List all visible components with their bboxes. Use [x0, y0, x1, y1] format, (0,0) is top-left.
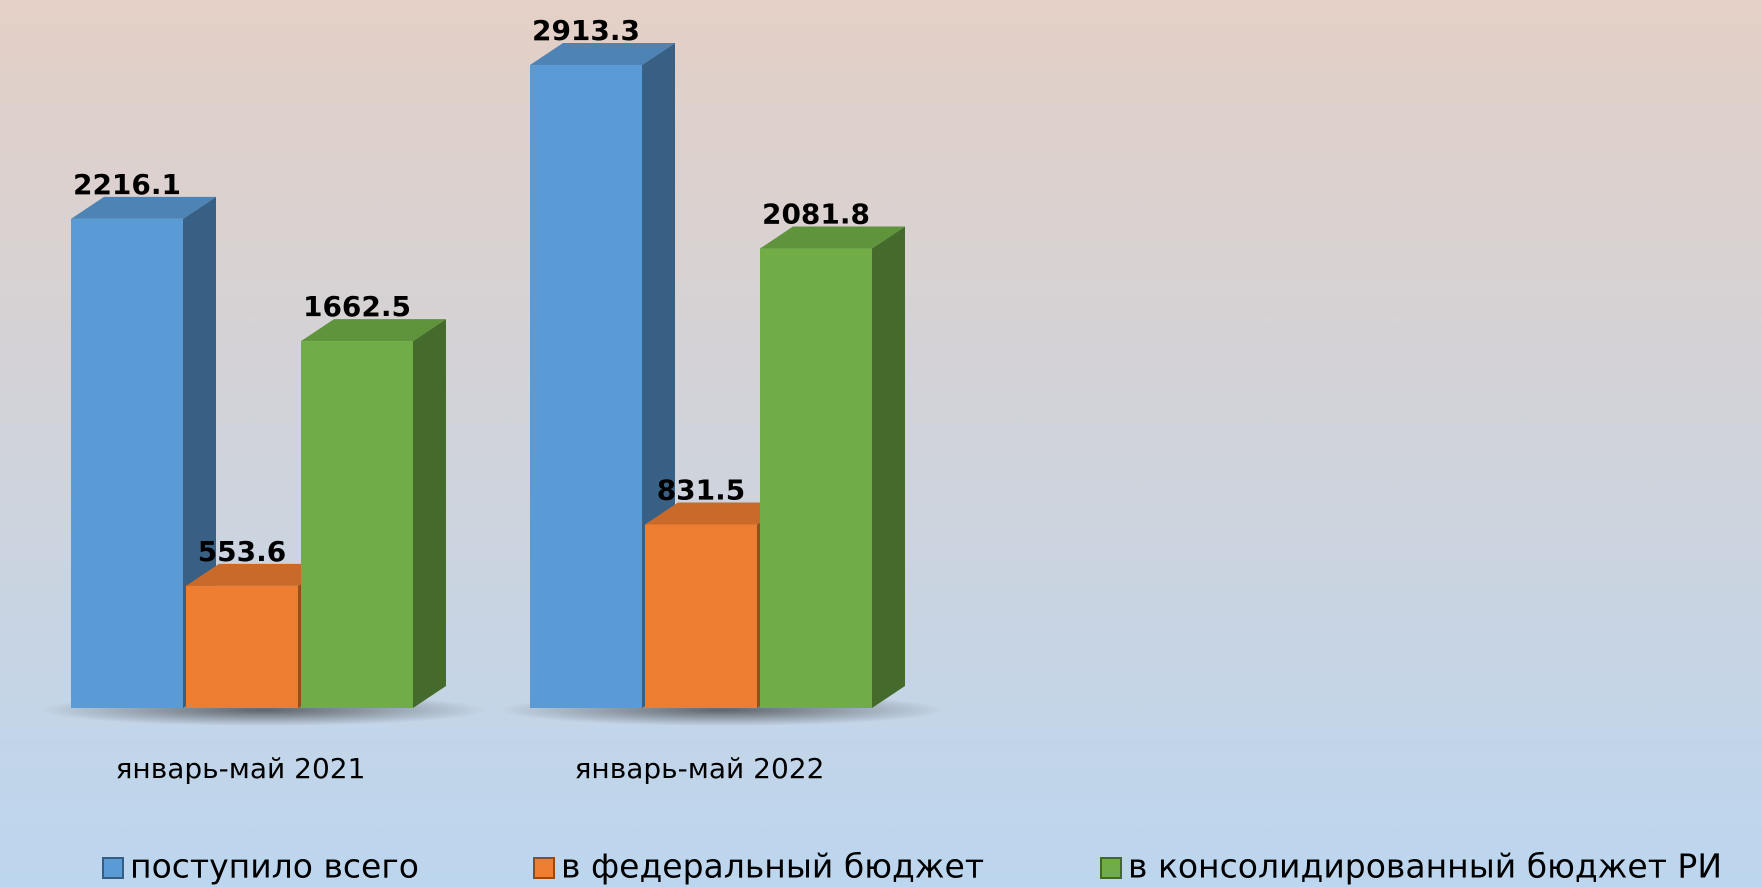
data-label: 2216.1 — [73, 168, 181, 201]
bar-top — [186, 563, 331, 586]
data-label: 2913.3 — [532, 14, 640, 47]
bar-top — [301, 319, 446, 342]
bar — [645, 524, 757, 708]
legend-swatch — [1100, 857, 1122, 879]
legend-swatch — [533, 857, 555, 879]
bar-top — [530, 43, 675, 66]
bar — [186, 585, 298, 708]
x-tick-label: январь-май 2022 — [575, 752, 825, 785]
legend-label: поступило всего — [130, 847, 419, 886]
bar — [71, 218, 183, 708]
legend-label: в консолидированный бюджет РИ — [1128, 847, 1722, 886]
legend-label: в федеральный бюджет — [561, 847, 984, 886]
bar-top — [645, 502, 790, 525]
x-tick-label: январь-май 2021 — [116, 752, 366, 785]
bar — [530, 65, 642, 709]
data-label: 2081.8 — [762, 198, 870, 231]
bar-top — [760, 226, 905, 249]
bar — [760, 248, 872, 708]
bar-side — [413, 319, 446, 708]
data-label: 553.6 — [198, 535, 287, 568]
bar-top — [71, 196, 216, 219]
legend-swatch — [102, 857, 124, 879]
data-label: 831.5 — [657, 473, 746, 506]
bar-side — [872, 226, 905, 708]
data-label: 1662.5 — [303, 290, 411, 323]
bar — [301, 341, 413, 708]
